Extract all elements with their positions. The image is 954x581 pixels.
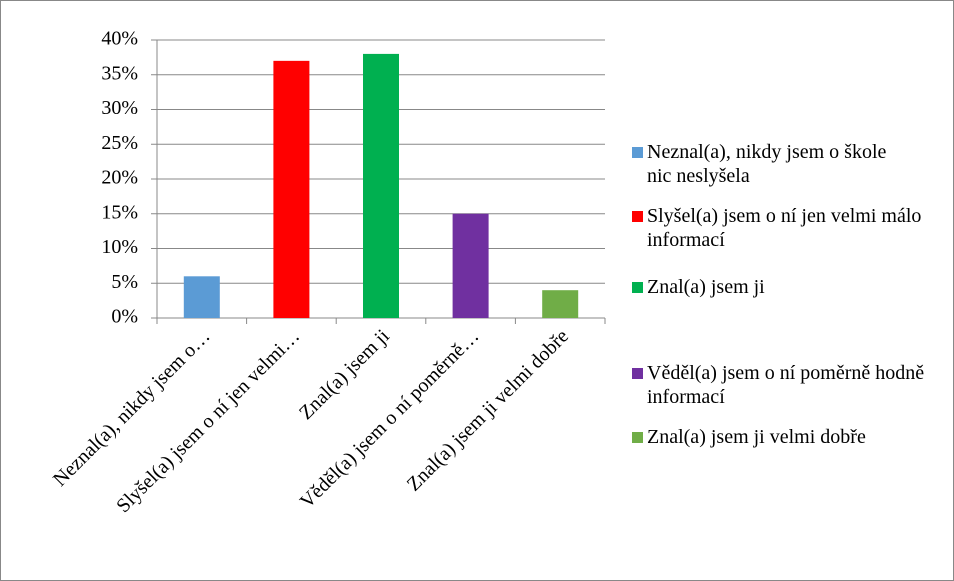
legend-label: Znal(a) jsem ji <box>647 276 765 298</box>
legend-label: Znal(a) jsem ji velmi dobře <box>647 426 866 448</box>
legend-entry: Znal(a) jsem ji velmi dobře <box>632 425 944 449</box>
legend-swatch <box>632 432 643 443</box>
legend-swatch <box>632 368 643 379</box>
bar <box>183 276 220 318</box>
legend-swatch <box>632 211 643 222</box>
y-tick-label: 40% <box>101 28 138 50</box>
bar <box>542 290 579 318</box>
legend-entry: Neznal(a), nikdy jsem o škole nic neslyš… <box>632 140 944 188</box>
legend-swatch <box>632 282 643 293</box>
legend-swatch <box>632 147 643 158</box>
legend-label: Neznal(a), nikdy jsem o škole nic neslyš… <box>647 141 887 187</box>
y-tick-label: 15% <box>101 201 138 223</box>
bar <box>452 213 489 318</box>
y-tick-label: 10% <box>101 236 138 258</box>
legend-label: Věděl(a) jsem o ní poměrně hodně informa… <box>647 362 925 408</box>
legend-label: Slyšel(a) jsem o ní jen velmi málo infor… <box>647 205 922 251</box>
bar <box>363 53 399 319</box>
y-tick-label: 0% <box>111 306 138 328</box>
legend-entry: Věděl(a) jsem o ní poměrně hodně informa… <box>632 361 944 409</box>
y-tick-label: 35% <box>101 62 138 84</box>
bar <box>273 60 310 318</box>
y-tick-label: 25% <box>101 132 138 154</box>
y-tick-label: 5% <box>111 271 138 293</box>
y-tick-label: 30% <box>101 97 138 119</box>
legend-entry: Znal(a) jsem ji <box>632 275 944 299</box>
y-tick-label: 20% <box>101 167 138 189</box>
legend-entry: Slyšel(a) jsem o ní jen velmi málo infor… <box>632 204 944 252</box>
